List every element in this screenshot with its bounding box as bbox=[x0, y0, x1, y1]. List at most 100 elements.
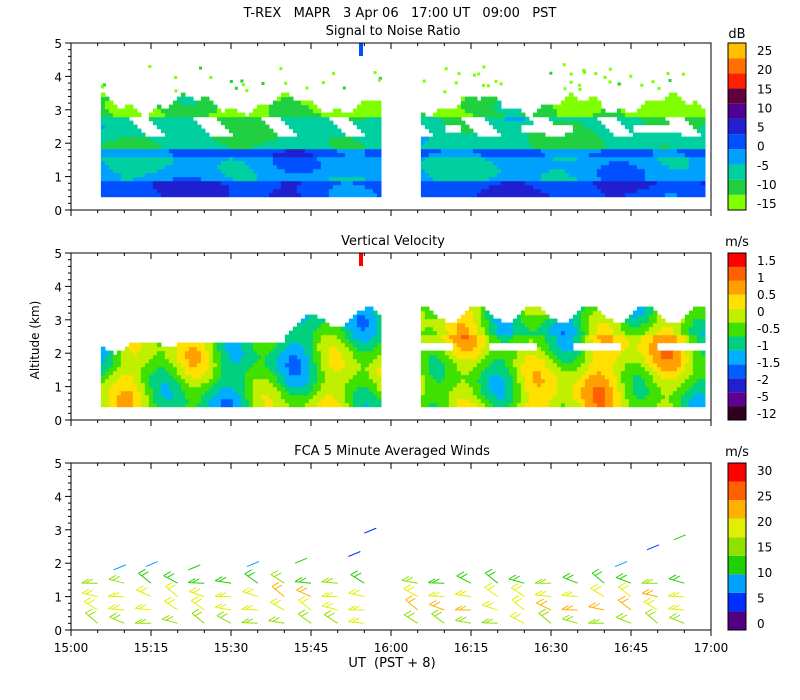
vv-cell bbox=[492, 350, 498, 356]
snr-cell bbox=[676, 152, 682, 158]
vv-cell bbox=[352, 378, 358, 384]
vv-cell bbox=[336, 402, 342, 408]
snr-cell bbox=[116, 164, 122, 170]
vv-cell bbox=[196, 346, 202, 352]
snr-cell bbox=[196, 176, 202, 182]
vv-cell bbox=[348, 350, 354, 356]
snr-cell bbox=[564, 152, 570, 158]
snr-cell bbox=[236, 148, 242, 154]
snr-cell bbox=[672, 160, 678, 166]
vv-cell bbox=[360, 354, 366, 360]
vv-cell bbox=[180, 386, 186, 392]
vv-cell bbox=[156, 374, 162, 380]
snr-cell bbox=[340, 168, 346, 174]
vv-cell bbox=[332, 354, 338, 360]
colorbar-label: 20 bbox=[757, 63, 772, 77]
snr-cell bbox=[432, 124, 438, 130]
snr-cell bbox=[668, 104, 674, 110]
vv-cell bbox=[224, 370, 230, 376]
snr-cell bbox=[180, 124, 186, 130]
snr-cell bbox=[508, 116, 514, 122]
snr-cell bbox=[604, 148, 610, 154]
vv-cell bbox=[128, 402, 134, 408]
vv-cell bbox=[256, 350, 262, 356]
snr-cell bbox=[556, 172, 562, 178]
snr-cell bbox=[548, 152, 554, 158]
snr-cell bbox=[568, 176, 574, 182]
vv-cell bbox=[196, 374, 202, 380]
snr-cell bbox=[216, 168, 222, 174]
snr-cell bbox=[604, 144, 610, 150]
snr-cell bbox=[700, 116, 706, 122]
snr-cell bbox=[484, 136, 490, 142]
snr-cell bbox=[448, 188, 454, 194]
snr-cell bbox=[324, 140, 330, 146]
vv-cell bbox=[296, 398, 302, 404]
vv-cell bbox=[312, 330, 318, 336]
vv-cell bbox=[428, 354, 434, 360]
snr-cell bbox=[576, 140, 582, 146]
snr-cell bbox=[228, 172, 234, 178]
snr-cell bbox=[372, 184, 378, 190]
snr-cell bbox=[640, 136, 646, 142]
snr-cell bbox=[360, 164, 366, 170]
vv-cell bbox=[444, 326, 450, 332]
snr-cell bbox=[240, 132, 246, 138]
vv-cell bbox=[216, 342, 222, 348]
snr-cell bbox=[344, 160, 350, 166]
vv-cell bbox=[156, 350, 162, 356]
vv-cell bbox=[420, 358, 426, 364]
vv-cell bbox=[136, 378, 142, 384]
snr-cell bbox=[588, 112, 594, 118]
vv-cell bbox=[304, 338, 310, 344]
vv-cell bbox=[296, 358, 302, 364]
vv-cell bbox=[336, 394, 342, 400]
vv-cell bbox=[152, 374, 158, 380]
vv-cell bbox=[136, 342, 142, 348]
vv-cell bbox=[328, 350, 334, 356]
snr-cell bbox=[288, 100, 294, 106]
snr-cell bbox=[356, 156, 362, 162]
snr-cell bbox=[108, 100, 114, 106]
snr-cell bbox=[260, 124, 266, 130]
snr-cell bbox=[316, 108, 322, 114]
vv-cell bbox=[300, 362, 306, 368]
vv-cell bbox=[324, 358, 330, 364]
snr-cell bbox=[256, 144, 262, 150]
snr-cell bbox=[536, 188, 542, 194]
snr-cell bbox=[492, 152, 498, 158]
snr-cell bbox=[676, 136, 682, 142]
snr-cell bbox=[536, 108, 542, 114]
snr-cell bbox=[660, 188, 666, 194]
vv-cell bbox=[432, 378, 438, 384]
snr-cell bbox=[192, 100, 198, 106]
snr-cell bbox=[524, 120, 530, 126]
vv-cell bbox=[260, 402, 266, 408]
snr-cell bbox=[348, 116, 354, 122]
vv-cell bbox=[312, 342, 318, 348]
snr-cell bbox=[660, 104, 666, 110]
snr-cell bbox=[516, 128, 522, 134]
snr-cell bbox=[448, 136, 454, 142]
snr-cell bbox=[172, 160, 178, 166]
snr-cell bbox=[172, 108, 178, 114]
snr-cell bbox=[224, 192, 230, 198]
snr-cell bbox=[656, 144, 662, 150]
snr-cell bbox=[660, 132, 666, 138]
snr-cell bbox=[164, 172, 170, 178]
vv-cell bbox=[472, 370, 478, 376]
vv-cell bbox=[508, 366, 514, 372]
snr-cell bbox=[144, 152, 150, 158]
snr-cell bbox=[580, 172, 586, 178]
vv-cell bbox=[116, 358, 122, 364]
vv-cell bbox=[524, 322, 530, 328]
vv-cell bbox=[204, 362, 210, 368]
snr-cell bbox=[212, 180, 218, 186]
vv-cell bbox=[476, 334, 482, 340]
snr-cell bbox=[336, 180, 342, 186]
snr-cell bbox=[292, 136, 298, 142]
vv-cell bbox=[440, 322, 446, 328]
snr-cell bbox=[148, 180, 154, 186]
vv-cell bbox=[340, 378, 346, 384]
snr-cell bbox=[364, 164, 370, 170]
